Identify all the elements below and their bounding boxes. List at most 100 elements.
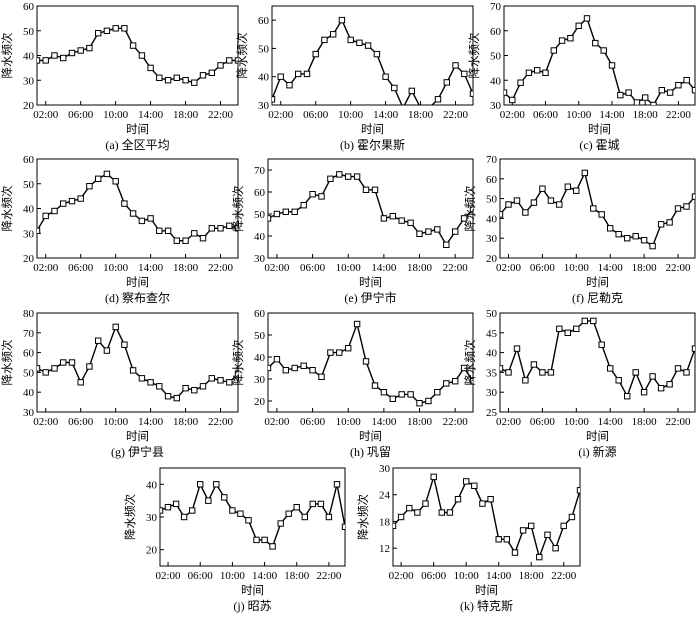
data-point-marker — [683, 203, 690, 210]
data-point-marker — [446, 509, 454, 516]
y-tick-label: 20 — [486, 253, 498, 265]
x-tick-label: 02:00 — [389, 570, 415, 582]
y-tick-label: 60 — [258, 15, 270, 27]
x-tick-label: 10:00 — [103, 109, 129, 121]
data-point-marker — [293, 504, 300, 511]
data-point-marker — [443, 241, 450, 249]
data-point-marker — [129, 367, 137, 374]
data-point-marker — [68, 49, 76, 57]
data-point-marker — [95, 30, 102, 37]
data-point-marker — [598, 341, 605, 348]
data-point-marker — [558, 37, 566, 44]
data-point-marker — [517, 79, 524, 86]
data-point-marker — [261, 536, 268, 544]
data-point-marker — [434, 96, 442, 103]
y-tick-label: 40 — [490, 75, 502, 87]
data-point-marker — [509, 96, 516, 104]
x-tick-label: 06:00 — [188, 570, 214, 582]
x-tick-label: 14:00 — [599, 109, 625, 121]
x-tick-label: 14:00 — [598, 416, 624, 428]
data-point-marker — [362, 358, 370, 365]
data-point-marker — [452, 228, 459, 235]
data-point-marker — [691, 87, 695, 94]
chart-panel: 12 18 24 30 02:00 06:00 10:00 14:00 18:00 22:00 时间… — [356, 463, 581, 613]
series-group — [268, 171, 473, 249]
series-group — [37, 25, 238, 86]
data-point-marker — [95, 175, 102, 183]
data-point-marker — [414, 509, 421, 516]
x-tick-label: 06:00 — [303, 109, 329, 121]
data-point-marker — [277, 73, 284, 80]
data-point-marker — [525, 69, 533, 76]
data-point-marker — [37, 57, 41, 64]
series-line — [272, 18, 473, 105]
data-point-marker — [182, 385, 189, 392]
x-tick-label: 22:00 — [666, 262, 692, 274]
y-tick-label: 50 — [23, 367, 35, 379]
x-tick-label: 10:00 — [454, 570, 480, 582]
data-point-marker — [138, 52, 146, 59]
data-point-marker — [86, 363, 93, 370]
data-point-marker — [495, 536, 502, 543]
y-tick-label: 30 — [23, 75, 35, 87]
data-point-marker — [640, 389, 648, 396]
x-tick-label: 22:00 — [316, 570, 342, 582]
y-tick-label: 40 — [23, 51, 35, 63]
data-point-marker — [51, 207, 58, 215]
data-point-marker — [330, 31, 337, 38]
data-point-marker — [598, 211, 605, 218]
y-tick-label: 30 — [23, 407, 35, 419]
data-point-marker — [575, 22, 582, 30]
chart-panel: 20 30 40 02:00 06:00 10:00 14:00 18:00 22:00 时间 降水… — [123, 467, 346, 613]
y-tick-label: 30 — [258, 100, 270, 112]
data-point-marker — [547, 197, 555, 204]
y-tick-label: 50 — [254, 330, 266, 342]
data-point-marker — [632, 233, 639, 240]
data-point-marker — [309, 500, 317, 508]
data-point-marker — [425, 228, 432, 235]
y-tick-label: 30 — [486, 387, 498, 399]
data-point-marker — [121, 25, 128, 32]
x-tick-label: 10:00 — [220, 570, 246, 582]
y-tick-label: 40 — [258, 72, 270, 84]
x-tick-label: 02:00 — [33, 109, 59, 121]
x-axis-label: 时间 — [475, 584, 498, 597]
series-line — [37, 173, 238, 242]
x-tick-label: 22:00 — [208, 416, 234, 428]
data-point-marker — [199, 72, 207, 79]
data-point-marker — [129, 42, 137, 49]
x-axis-label: 时间 — [361, 123, 384, 136]
x-tick-label: 02:00 — [33, 262, 59, 274]
data-point-marker — [237, 510, 244, 517]
data-point-marker — [607, 225, 614, 232]
data-point-marker — [129, 210, 137, 217]
data-point-marker — [191, 230, 198, 237]
data-point-marker — [42, 369, 49, 376]
data-point-marker — [356, 39, 363, 46]
plot-frame — [36, 312, 239, 413]
data-point-marker — [389, 213, 397, 220]
data-point-marker — [469, 90, 473, 97]
chart-panel: 20 30 40 50 60 02:00 06:00 10:00 14:00 18:00 22:00… — [0, 154, 239, 305]
y-axis-label: 降水频次 — [231, 339, 245, 385]
x-tick-label: 06:00 — [421, 570, 447, 582]
chart-panel: 20 30 40 50 60 02:00 06:00 10:00 14:00 18:00 22:00… — [0, 1, 239, 152]
y-tick-label: 40 — [23, 387, 35, 399]
data-point-marker — [51, 52, 58, 59]
data-point-marker — [318, 193, 325, 200]
plot-frame — [499, 158, 696, 259]
data-point-marker — [268, 364, 272, 372]
data-point-marker — [576, 487, 580, 494]
y-tick-label: 70 — [254, 165, 266, 177]
data-point-marker — [536, 553, 543, 561]
y-tick-label: 30 — [379, 463, 391, 475]
data-point-marker — [590, 205, 597, 212]
data-point-marker — [691, 345, 695, 352]
series-group — [500, 317, 695, 400]
chart-panel: 30 40 50 60 70 02:00 06:00 10:00 14:00 18:00 22:00… — [231, 158, 474, 305]
data-point-marker — [581, 317, 588, 325]
x-tick-label: 18:00 — [519, 570, 545, 582]
data-point-marker — [407, 391, 414, 398]
data-point-marker — [345, 345, 352, 352]
x-tick-label: 22:00 — [208, 262, 234, 274]
